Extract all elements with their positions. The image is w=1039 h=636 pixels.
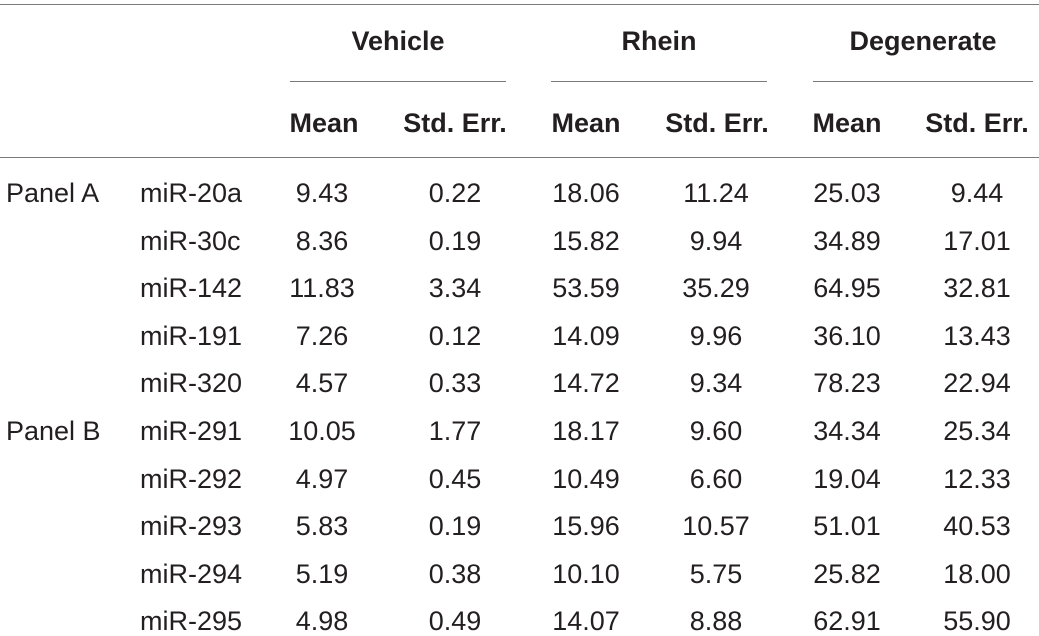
mean-value-cell: 10.05: [288, 416, 356, 446]
degenerate-group-rule: [813, 81, 1033, 82]
mean-value-cell: 7.26: [295, 320, 349, 351]
group-header-degenerate: Degenerate: [849, 26, 997, 56]
stderr-value-cell: 25.34: [943, 416, 1011, 446]
mean-value-cell: 62.91: [813, 606, 881, 636]
stderr-value-cell: 10.57: [682, 511, 750, 542]
stderr-value-cell: 9.34: [689, 368, 743, 399]
mean-value-cell: 14.72: [552, 368, 620, 399]
mean-value-cell: 25.03: [813, 178, 881, 208]
stderr-value-cell: 0.38: [428, 558, 482, 589]
stderr-value-cell: 9.60: [689, 416, 743, 446]
stderr-value-cell: 0.19: [428, 511, 482, 542]
stderr-value-cell: 17.01: [943, 225, 1011, 256]
subheader-rhein-stderr: Std. Err.: [665, 108, 769, 138]
subheader-rhein-mean: Mean: [551, 108, 621, 138]
panel-label: Panel A: [6, 178, 100, 208]
mirna-label: miR-294: [140, 558, 243, 589]
mirna-label: miR-293: [140, 511, 243, 542]
stderr-value-cell: 32.81: [943, 273, 1011, 304]
stderr-value-cell: 6.60: [689, 463, 743, 494]
mean-value-cell: 36.10: [813, 320, 881, 351]
stderr-value-cell: 5.75: [689, 558, 743, 589]
mean-value-cell: 34.89: [813, 225, 881, 256]
stderr-value-cell: 0.45: [428, 463, 482, 494]
stderr-value-cell: 3.34: [428, 273, 482, 304]
mean-value-cell: 8.36: [295, 225, 349, 256]
mirna-label: miR-142: [140, 273, 243, 304]
mean-value-cell: 51.01: [813, 511, 881, 542]
subheader-degenerate-stderr: Std. Err.: [925, 108, 1029, 138]
rhein-group-rule: [551, 81, 767, 82]
stderr-value-cell: 18.00: [943, 558, 1011, 589]
subheader-degenerate-mean: Mean: [812, 108, 882, 138]
mean-value-cell: 4.57: [295, 368, 349, 399]
mean-value-cell: 18.06: [552, 178, 620, 208]
mean-value-cell: 4.98: [295, 606, 349, 636]
mean-value-cell: 11.83: [289, 273, 355, 304]
subheader-vehicle-mean: Mean: [289, 108, 359, 138]
mean-value-cell: 64.95: [813, 273, 881, 304]
top-rule: [0, 4, 1039, 5]
mean-value-cell: 15.96: [552, 511, 620, 542]
header-bottom-rule: [0, 157, 1039, 158]
stderr-value-cell: 55.90: [943, 606, 1011, 636]
mean-value-cell: 9.43: [295, 178, 349, 208]
stderr-value-cell: 8.88: [689, 606, 743, 636]
stderr-value-cell: 9.94: [689, 225, 743, 256]
stderr-value-cell: 9.96: [689, 320, 743, 351]
stderr-value-cell: 13.43: [943, 320, 1011, 351]
mean-value-cell: 34.34: [813, 416, 881, 446]
stderr-value-cell: 11.24: [683, 178, 749, 208]
mean-value-cell: 18.17: [552, 416, 620, 446]
mean-value-cell: 14.09: [552, 320, 620, 351]
mirna-label: miR-291: [140, 416, 243, 446]
stderr-value-cell: 9.44: [950, 178, 1004, 208]
stderr-value-cell: 40.53: [943, 511, 1011, 542]
stderr-value-cell: 1.77: [428, 416, 482, 446]
vehicle-group-rule: [290, 81, 506, 82]
mirna-label: miR-30c: [140, 225, 241, 256]
subheader-vehicle-stderr: Std. Err.: [403, 108, 507, 138]
stderr-value-cell: 35.29: [682, 273, 750, 304]
mean-value-cell: 5.83: [295, 511, 349, 542]
panel-label: Panel B: [6, 416, 101, 446]
group-header-rhein: Rhein: [621, 26, 697, 56]
mirna-label: miR-292: [140, 463, 243, 494]
mean-value-cell: 10.49: [552, 463, 620, 494]
mean-value-cell: 53.59: [552, 273, 620, 304]
stderr-value-cell: 0.33: [428, 368, 482, 399]
mean-value-cell: 4.97: [295, 463, 349, 494]
mean-value-cell: 78.23: [813, 368, 881, 399]
mean-value-cell: 5.19: [295, 558, 349, 589]
mirna-label: miR-320: [140, 368, 243, 399]
mean-value-cell: 10.10: [552, 558, 620, 589]
mean-value-cell: 19.04: [813, 463, 881, 494]
stderr-value-cell: 0.12: [428, 320, 482, 351]
mean-value-cell: 14.07: [552, 606, 620, 636]
mirna-label: miR-20a: [140, 178, 243, 208]
stderr-value-cell: 0.22: [428, 178, 482, 208]
stderr-value-cell: 22.94: [943, 368, 1011, 399]
mean-value-cell: 25.82: [813, 558, 881, 589]
stderr-value-cell: 0.49: [428, 606, 482, 636]
mirna-label: miR-295: [140, 606, 243, 636]
stderr-value-cell: 12.33: [943, 463, 1011, 494]
mirna-label: miR-191: [140, 320, 243, 351]
mean-value-cell: 15.82: [552, 225, 620, 256]
group-header-vehicle: Vehicle: [351, 26, 445, 56]
stderr-value-cell: 0.19: [428, 225, 482, 256]
